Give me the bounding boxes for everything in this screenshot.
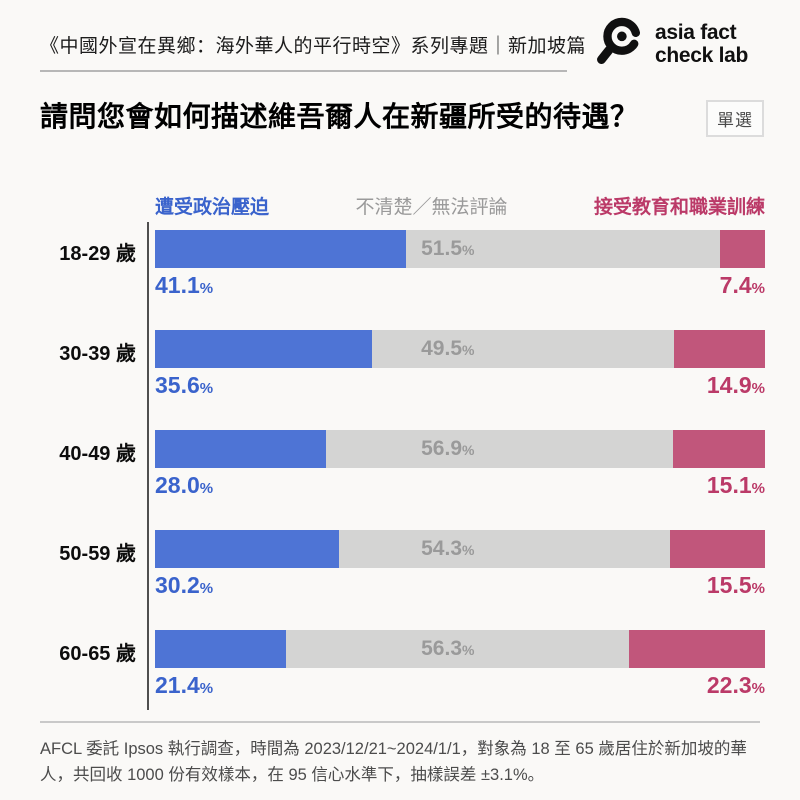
- footer-divider: [40, 721, 760, 723]
- bar-segment-education: [628, 630, 765, 668]
- stacked-bar: 49.5%: [155, 330, 765, 368]
- bar-segment-unclear: [405, 230, 720, 268]
- value-label-education: 15.5%: [706, 572, 765, 598]
- question-title: 請問您會如何描述維吾爾人在新疆所受的待遇？: [40, 101, 639, 132]
- value-labels-row: 41.1% 7.4%: [155, 272, 765, 299]
- legend: 遭受政治壓迫 不清楚／無法評論 接受教育和職業訓練: [155, 192, 765, 219]
- value-label-oppression: 35.6%: [155, 372, 214, 398]
- single-choice-badge: 單選: [706, 100, 764, 137]
- value-label-unclear: 49.5%: [421, 337, 475, 360]
- bar-segment-oppression: [155, 530, 340, 568]
- bar-segment-education: [674, 330, 765, 368]
- bar-segment-education: [672, 430, 765, 468]
- chart-row: 60-65 歲 56.3% 21.4% 22.3%: [0, 630, 765, 730]
- bar-segment-education: [670, 530, 765, 568]
- value-labels-row: 28.0% 15.1%: [155, 472, 765, 499]
- stacked-bar: 51.5%: [155, 230, 765, 268]
- value-label-education: 22.3%: [706, 672, 765, 698]
- legend-item: 不清楚／無法評論: [355, 197, 508, 218]
- value-labels-row: 35.6% 14.9%: [155, 372, 765, 399]
- value-label-education: 15.1%: [706, 472, 765, 498]
- chart-row: 30-39 歲 49.5% 35.6% 14.9%: [0, 330, 765, 430]
- logo-line-2: check lab: [655, 43, 749, 67]
- bar-segment-unclear: [372, 330, 675, 368]
- value-label-education: 14.9%: [706, 372, 765, 398]
- chart-row: 50-59 歲 54.3% 30.2% 15.5%: [0, 530, 765, 630]
- value-label-education: 7.4%: [719, 272, 765, 298]
- header-divider: [40, 70, 567, 72]
- bar-segment-oppression: [155, 630, 286, 668]
- value-label-unclear: 51.5%: [421, 237, 475, 260]
- stacked-bar: 56.9%: [155, 430, 765, 468]
- bar-segment-oppression: [155, 430, 326, 468]
- legend-item: 接受教育和職業訓練: [593, 197, 765, 218]
- stacked-bar: 56.3%: [155, 630, 765, 668]
- value-label-oppression: 21.4%: [155, 672, 214, 698]
- methodology-footnote: AFCL 委託 Ipsos 執行調查，時間為 2023/12/21~2024/1…: [40, 740, 747, 785]
- value-labels-row: 21.4% 22.3%: [155, 672, 765, 699]
- logo-line-1: asia fact: [655, 20, 737, 44]
- age-group-label: 50-59 歲: [59, 543, 136, 565]
- bar-segment-unclear: [339, 530, 671, 568]
- chart-rows: 18-29 歲 51.5% 41.1% 7.4% 30-39 歲 49.5%: [0, 230, 765, 730]
- magnifier-icon: [594, 15, 646, 72]
- value-label-unclear: 54.3%: [421, 537, 475, 560]
- bar-segment-oppression: [155, 330, 373, 368]
- chart-row: 40-49 歲 56.9% 28.0% 15.1%: [0, 430, 765, 530]
- age-group-label: 60-65 歲: [59, 643, 136, 665]
- bar-segment-education: [719, 230, 765, 268]
- bar-segment-unclear: [325, 430, 673, 468]
- bar-segment-oppression: [155, 230, 406, 268]
- y-axis-line: [147, 222, 149, 710]
- value-label-oppression: 28.0%: [155, 472, 214, 498]
- value-label-unclear: 56.9%: [421, 437, 475, 460]
- age-group-label: 40-49 歲: [59, 443, 136, 465]
- age-group-label: 18-29 歲: [59, 243, 136, 265]
- value-label-oppression: 41.1%: [155, 272, 214, 298]
- stacked-bar: 54.3%: [155, 530, 765, 568]
- logo-wordmark: asia fact check lab: [655, 21, 748, 67]
- value-label-unclear: 56.3%: [421, 637, 475, 660]
- value-labels-row: 30.2% 15.5%: [155, 572, 765, 599]
- age-group-label: 30-39 歲: [59, 343, 136, 365]
- legend-item: 遭受政治壓迫: [155, 197, 270, 218]
- afcl-logo: asia fact check lab: [594, 15, 748, 72]
- value-label-oppression: 30.2%: [155, 572, 214, 598]
- series-title: 《中國外宣在異鄉：海外華人的平行時空》系列專題｜新加坡篇: [40, 36, 587, 57]
- bar-segment-unclear: [285, 630, 629, 668]
- chart-row: 18-29 歲 51.5% 41.1% 7.4%: [0, 230, 765, 330]
